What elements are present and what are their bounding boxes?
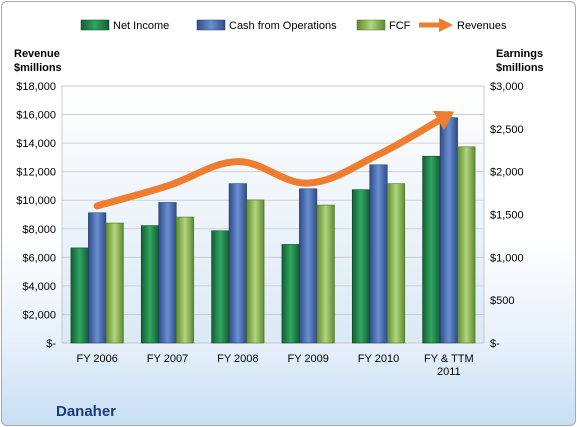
legend-swatch-revenues (419, 18, 453, 32)
category-label: FY & TTM (424, 353, 474, 365)
bar-net-income (281, 244, 300, 344)
bar-net-income (351, 189, 371, 344)
left-tick-label: $18,000 (16, 81, 56, 93)
plot-area (61, 85, 485, 344)
legend-swatch-cash-from-operations (196, 19, 226, 31)
left-tick-label: $10,000 (16, 195, 56, 207)
right-tick-label: $- (490, 338, 500, 350)
category-labels: FY 2006 FY 2007 FY 2008 FY 2009 FY 2010 FY & … (76, 353, 473, 378)
right-axis-title-line2: $millions (496, 62, 544, 74)
left-tick-label: $2,000 (22, 309, 56, 321)
legend-label-net-income: Net Income (113, 20, 169, 32)
right-tick-label: $500 (490, 295, 514, 307)
legend-label-cash-from-operations: Cash from Operations (229, 20, 337, 32)
revenues-line-series (93, 110, 455, 210)
legend: Net Income Cash from Operations FCF Reve… (80, 18, 507, 32)
revenues-line (93, 111, 453, 210)
left-axis-ticks: $- $2,000 $4,000 $6,000 $8,000 $10,000 $12,000… (16, 81, 56, 350)
bar-fcf (316, 204, 335, 344)
bar-cash-from-operations (369, 164, 388, 344)
legend-label-fcf: FCF (389, 20, 411, 32)
left-tick-label: $16,000 (16, 110, 56, 122)
legend-swatch-net-income (80, 19, 110, 31)
left-tick-label: $8,000 (22, 224, 56, 236)
gridlines (62, 85, 484, 315)
bar-cash-from-operations (228, 183, 247, 344)
bar-cash-from-operations (439, 117, 458, 344)
category-label: FY 2008 (217, 353, 258, 365)
right-tick-label: $2,500 (490, 124, 524, 136)
bar-net-income (422, 155, 441, 344)
legend-label-revenues: Revenues (457, 20, 507, 32)
company-name: Danaher (56, 403, 116, 420)
left-tick-label: $12,000 (16, 167, 56, 179)
bar-net-income (211, 230, 230, 344)
left-tick-label: $- (46, 338, 56, 350)
bar-cash-from-operations (158, 202, 177, 344)
right-tick-label: $1,500 (490, 210, 524, 222)
category-label: FY 2009 (287, 353, 328, 365)
revenues-arrowhead (432, 110, 455, 131)
bar-fcf (386, 183, 406, 344)
legend-swatch-fcf (356, 19, 386, 31)
right-tick-label: $2,000 (490, 167, 524, 179)
left-tick-label: $6,000 (22, 252, 56, 264)
left-tick-label: $4,000 (22, 281, 56, 293)
category-label: 2011 (437, 366, 461, 378)
bar-cash-from-operations (88, 212, 107, 344)
bar-net-income (140, 225, 160, 344)
right-tick-label: $1,000 (490, 252, 524, 264)
bar-fcf (105, 222, 124, 344)
bars (70, 117, 476, 344)
right-tick-label: $3,000 (490, 81, 524, 93)
bar-cash-from-operations (299, 188, 318, 344)
category-label: FY 2010 (358, 353, 399, 365)
left-tick-label: $14,000 (16, 138, 56, 150)
bar-fcf (246, 199, 265, 344)
bar-fcf (175, 216, 195, 344)
category-label: FY 2006 (76, 353, 117, 365)
right-axis-title-line1: Earnings (496, 48, 543, 60)
left-axis-title-line2: $millions (14, 62, 62, 74)
right-axis-ticks: $- $500 $1,000 $1,500 $2,000 $2,500 $3,000 (490, 81, 524, 350)
left-axis-title-line1: Revenue (14, 48, 60, 60)
category-label: FY 2007 (147, 353, 188, 365)
bar-net-income (70, 247, 89, 344)
bar-fcf (457, 146, 476, 344)
